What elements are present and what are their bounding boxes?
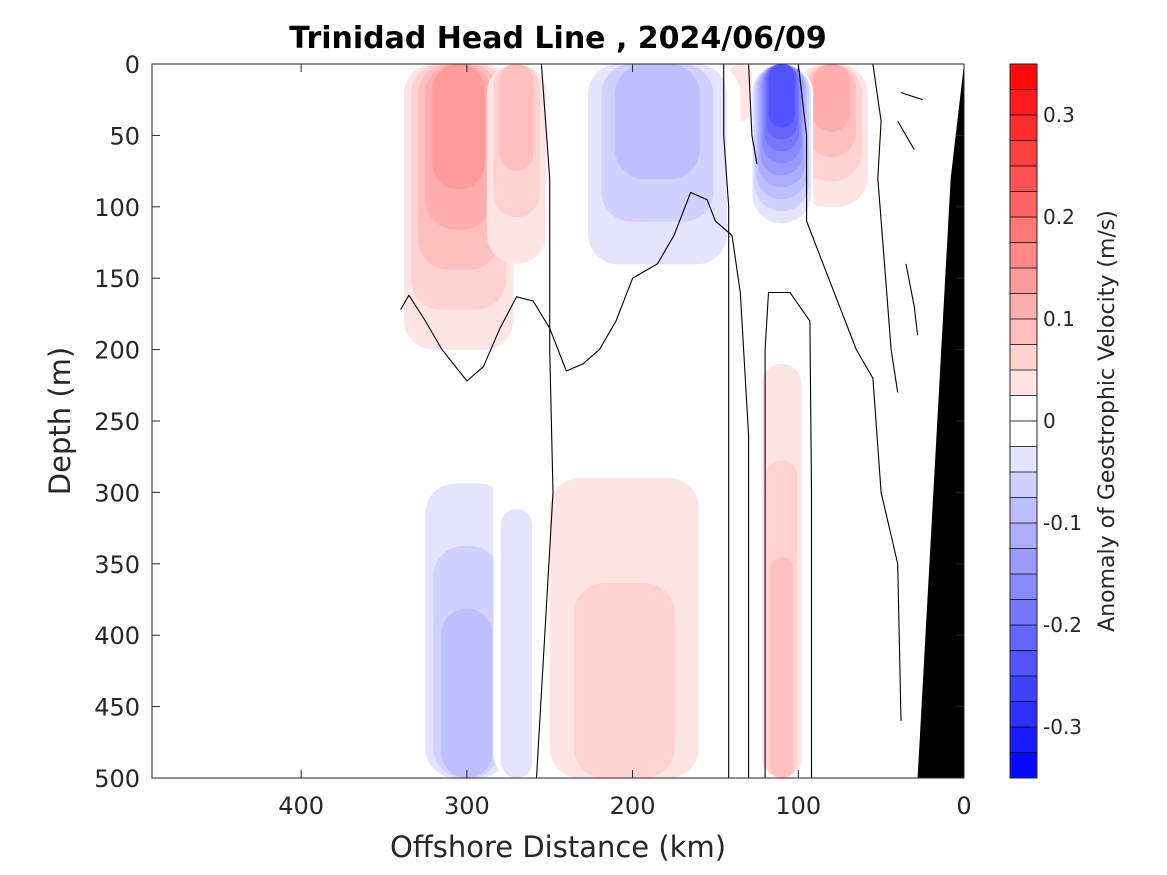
velocity-core-4 [750,64,814,236]
zero-contour-line [897,120,915,150]
zero-contour-line [400,191,750,778]
colorbar-tick-label: 0 [1043,409,1056,433]
colorbar-segment [1010,650,1037,677]
velocity-band [432,64,485,190]
colorbar-segment [1010,344,1037,371]
y-tick-label: 450 [94,694,140,722]
colorbar-segment [1010,523,1037,549]
colorbar-tick-label: 0.3 [1043,103,1075,127]
x-tick-label: 400 [278,792,324,820]
y-tick-label: 50 [109,122,140,150]
x-tick-label: 0 [956,792,971,820]
colorbar-segment [1010,268,1037,294]
colorbar-segment [1010,166,1037,192]
x-axis-label: Offshore Distance (km) [390,830,726,864]
colorbar-segment [1010,242,1037,269]
y-axis-label: Depth (m) [43,347,77,495]
colorbar-tick-label: 0.1 [1043,307,1075,331]
zero-contours [400,64,923,778]
y-tick-label: 150 [94,265,140,293]
y-tick-label: 300 [94,479,140,507]
velocity-band [441,608,493,778]
velocity-fills [403,64,878,778]
y-tick-label: 100 [94,194,140,222]
x-tick-label: 200 [610,792,656,820]
y-axis: 0 50 100 150 200 250 300 350 400 450 500 [94,51,964,793]
colorbar-segment [1010,548,1037,575]
colorbar-segment [1010,599,1037,626]
zero-contour-line [535,64,554,778]
velocity-band [770,557,793,778]
velocity-band [614,64,700,180]
colorbar-segment [1010,115,1037,141]
velocity-band [546,64,587,179]
velocity-core-8 [493,363,540,778]
colorbar-tick-label: 0.2 [1043,205,1075,229]
velocity-band [812,64,851,132]
zero-contour-line [764,291,813,778]
colorbar-segment [1010,395,1037,422]
velocity-core-5 [574,64,741,307]
colorbar-segment [1010,64,1037,90]
colorbar-segment [1010,727,1037,753]
colorbar-segment [1010,497,1037,524]
colorbar-segment [1010,319,1037,345]
zero-contour-line [900,92,923,101]
velocity-core-6 [546,64,587,179]
colorbar-segment [1010,446,1037,473]
colorbar-segment [1010,752,1037,779]
chart-title: Trinidad Head Line , 2024/06/09 [289,21,826,56]
zero-contour-line [797,64,902,721]
bathymetry [917,64,964,778]
velocity-core-11 [761,363,802,778]
seafloor-wedge [917,64,964,778]
y-tick-label: 350 [94,551,140,579]
velocity-core-1 [486,64,547,264]
colorbar-label: Anomaly of Geostrophic Velocity (m/s) [1095,210,1120,632]
y-tick-label: 400 [94,622,140,650]
velocity-core-0 [403,64,514,350]
y-tick-label: 0 [125,51,140,79]
zero-contour-line [872,64,899,393]
velocity-band [768,64,795,128]
colorbar-segment [1010,676,1037,702]
colorbar-segment [1010,217,1037,243]
colorbar-segment [1010,574,1037,600]
x-tick-label: 100 [775,792,821,820]
colorbar-segment [1010,625,1037,651]
colorbar-segment [1010,140,1037,167]
zero-contour-line [905,263,919,336]
velocity-core-7 [417,421,517,778]
zero-contour-line [723,64,730,778]
colorbar-segment [1010,191,1037,218]
colorbar-tick-label: -0.3 [1043,715,1082,739]
colorbar-segment [1010,472,1037,498]
colorbar-segment [1010,89,1037,116]
x-axis: 0 100 200 300 400 [278,64,972,820]
x-tick-label: 300 [444,792,490,820]
zero-contour-line [748,64,758,165]
colorbar-tick-label: -0.2 [1043,613,1082,637]
colorbar-segment [1010,421,1037,447]
colorbar-segment [1010,370,1037,396]
velocity-band [573,583,675,778]
y-tick-label: 500 [94,765,140,793]
colorbar: 0.3 0.2 0.1 0 -0.1 -0.2 -0.3 [1009,63,1082,779]
velocity-band [818,463,878,778]
velocity-core-9 [818,463,878,778]
y-tick-label: 200 [94,337,140,365]
colorbar-segment [1010,293,1037,320]
colorbar-segment [1010,701,1037,728]
colorbar-tick-label: -0.1 [1043,511,1082,535]
velocity-core-10 [549,478,699,778]
velocity-band [500,508,533,778]
y-tick-label: 250 [94,408,140,436]
velocity-band [499,64,534,171]
